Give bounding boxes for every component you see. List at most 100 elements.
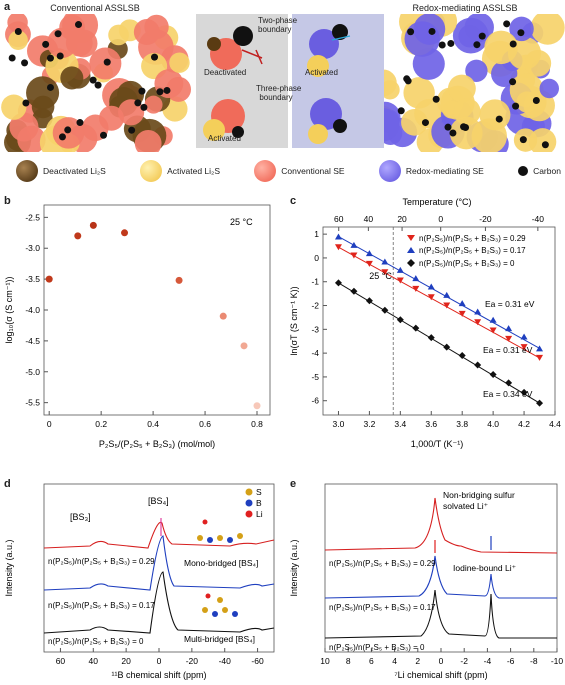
carbon-dot xyxy=(532,96,540,104)
composite-particle xyxy=(144,95,163,114)
panel-e-label: e xyxy=(290,478,297,490)
data-point xyxy=(489,371,497,379)
data-point xyxy=(240,342,248,350)
carbon-dot xyxy=(64,126,72,134)
data-point xyxy=(334,233,342,240)
x-tick-label: 20 xyxy=(121,656,131,666)
blocked-x xyxy=(255,49,263,65)
x-tick-label: -60 xyxy=(251,656,264,666)
x-tick-label: 2 xyxy=(415,656,420,666)
carbon-dot xyxy=(89,76,97,84)
data-point xyxy=(536,345,544,352)
atom-label-s: S xyxy=(256,487,262,497)
data-point xyxy=(443,291,451,298)
data-point xyxy=(396,277,404,284)
y-tick-label: -5 xyxy=(311,372,319,382)
carbon-dot xyxy=(397,107,405,115)
composite-particle xyxy=(98,105,124,131)
data-point xyxy=(443,302,451,309)
x-tick-label: 10 xyxy=(320,656,330,666)
bottom-left-state: Activated xyxy=(208,134,241,143)
legend-redox-se: Redox-mediating SE xyxy=(378,160,484,182)
x-tick-label: 4.0 xyxy=(487,419,499,429)
x-tick-label: -20 xyxy=(186,656,199,666)
x-tick-label: 3.8 xyxy=(456,419,468,429)
panel-a-right-title: Redox-mediating ASSLSB xyxy=(412,3,518,13)
panel-a-legend: Deactivated Li₂S Activated Li₂S Conventi… xyxy=(16,160,561,182)
panel-d-xlabel: ¹¹B chemical shift (ppm) xyxy=(111,670,206,680)
composite-particle xyxy=(26,76,60,110)
composite-particle xyxy=(516,91,538,113)
legend-swatch xyxy=(378,160,401,182)
mono-bridged-structure xyxy=(197,519,243,543)
y-tick-label: -5.0 xyxy=(25,367,40,377)
series-label-017: n(P₂S₅)/n(P₂S₅ + B₂S₃) = 0.17 xyxy=(48,601,155,610)
panel-a-illustration xyxy=(1,14,565,152)
x-tick-label: -10 xyxy=(551,656,564,666)
x-tick-label: 0.8 xyxy=(251,419,263,429)
data-point xyxy=(334,279,342,287)
atom-label-li: Li xyxy=(256,509,263,519)
carbon-dot xyxy=(509,40,517,48)
legend-marker-017 xyxy=(407,247,415,253)
redox-se-particle xyxy=(310,98,342,130)
composite-particle xyxy=(134,129,162,152)
carbon-dot xyxy=(140,103,148,111)
mono-bridged-label: Mono-bridged [BS₄] xyxy=(184,558,258,568)
top-tick-label: 0 xyxy=(438,214,443,224)
panel-a-left-title: Conventional ASSLSB xyxy=(50,3,140,13)
activated-li2s-particle xyxy=(308,124,328,144)
carbon-dot xyxy=(14,28,22,36)
panel-d-chart: 60 40 20 0 -20 -40 -60 [BS₃] [BS₄] Mono-bridge… xyxy=(4,483,275,680)
top-tick-label: 20 xyxy=(397,214,407,224)
panel-c-vline-label: 25 °C xyxy=(369,271,392,281)
spectrum-0 xyxy=(324,589,557,639)
x-tick-label: 4.4 xyxy=(549,419,561,429)
carbon-dot xyxy=(432,95,440,103)
carbon-dot xyxy=(509,78,517,86)
data-point xyxy=(520,344,528,351)
panel-b-annotation: 25 °C xyxy=(230,217,253,227)
iodine-label: Iodine-bound Li⁺ xyxy=(453,563,517,573)
carbon-dot xyxy=(495,115,503,123)
legend-swatch xyxy=(140,160,163,182)
panel-b-chart: -2.5 -3.0 -3.5 -4.0 -4.5 -5.0 -5.5 0 0.2 0.4 0.6 0… xyxy=(4,204,271,449)
carbon-dot xyxy=(438,41,446,49)
panel-e-spectra xyxy=(324,497,558,639)
composite-particle xyxy=(530,14,565,45)
series-label-0: n(P₂S₅)/n(P₂S₅ + B₂S₃) = 0 xyxy=(329,643,425,652)
carbon-dot xyxy=(517,29,525,37)
panel-c-top-label: Temperature (°C) xyxy=(402,197,471,207)
fit-line xyxy=(338,246,540,359)
y-tick-label: -2 xyxy=(311,301,319,311)
data-point xyxy=(396,316,404,324)
legend-label: Deactivated Li₂S xyxy=(43,166,106,176)
composite-particle xyxy=(539,78,559,99)
ea-label-029: Ea = 0.31 eV xyxy=(483,345,533,355)
data-point xyxy=(350,252,358,259)
legend-conventional-se: Conventional SE xyxy=(254,160,345,182)
data-point xyxy=(520,333,528,340)
composite-particle xyxy=(47,27,78,59)
legend-deactivated-li2s: Deactivated Li₂S xyxy=(16,160,106,182)
panel-b-xlabel: P₂S₅/(P₂S₅ + B₂S₃) (mol/mol) xyxy=(99,439,215,449)
series-label-029: n(P₂S₅)/n(P₂S₅ + B₂S₃) = 0.29 xyxy=(329,559,436,568)
panel-c-label: c xyxy=(290,195,297,207)
data-point xyxy=(427,294,435,301)
spectrum-017 xyxy=(43,535,275,591)
panel-c-chart: Temperature (°C) 1 0 -1 -2 -3 -4 -5 -6 3.0 3.2 3.… xyxy=(289,197,561,449)
x-tick-label: 0.2 xyxy=(95,419,107,429)
x-tick-label: -40 xyxy=(219,656,232,666)
carbon-dot xyxy=(100,131,108,139)
panel-c-xlabel: 1,000/T (K⁻¹) xyxy=(411,439,464,449)
y-tick-label: 1 xyxy=(314,229,319,239)
y-tick-label: -6 xyxy=(311,396,319,406)
legend-label: Carbon xyxy=(533,166,561,176)
top-tick-label: -40 xyxy=(532,214,545,224)
ea-label-017: Ea = 0.31 eV xyxy=(485,299,535,309)
panel-d-ylabel: Intensity (a.u.) xyxy=(4,539,14,596)
composite-particle xyxy=(1,94,27,120)
legend-label-0: n(P₂S₅)/n(P₂S₅ + B₂S₃) = 0 xyxy=(419,259,515,268)
y-tick-label: -3.5 xyxy=(25,274,40,284)
x-tick-label: 8 xyxy=(346,656,351,666)
